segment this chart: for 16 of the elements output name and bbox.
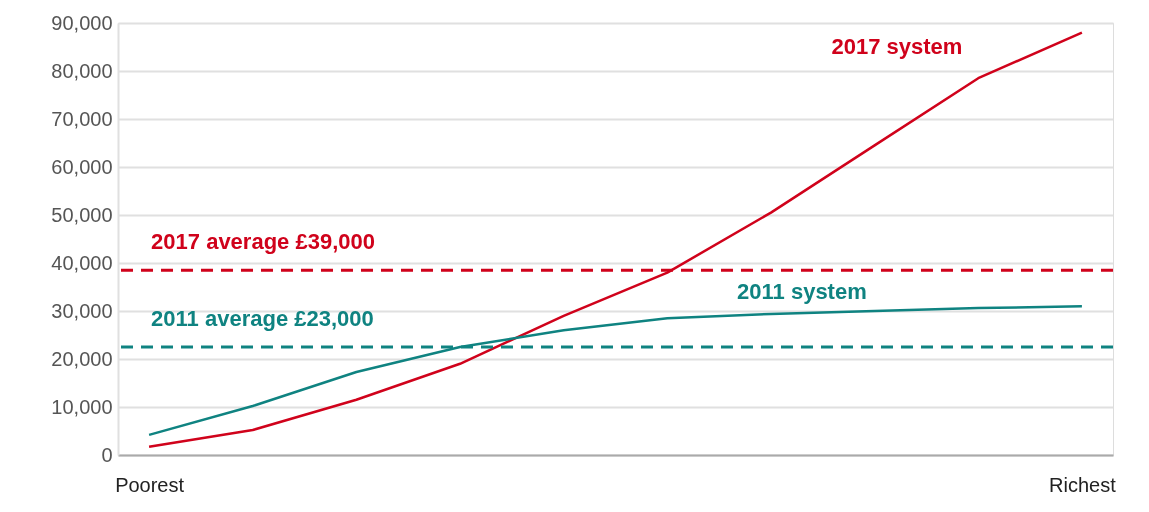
ref-line-label: 2011 average £23,000 (151, 306, 374, 331)
y-tick-label: 80,000 (51, 59, 113, 82)
y-tick-label: 10,000 (51, 395, 113, 418)
y-tick-label: 70,000 (51, 107, 113, 130)
series-label: 2017 system (831, 33, 963, 59)
ref-line-label: 2017 average £39,000 (151, 229, 375, 255)
y-tick-label: 0 (101, 443, 113, 466)
y-tick-label: 50,000 (51, 203, 113, 226)
x-tick-label: Richest (1049, 473, 1117, 496)
y-tick-label: 90,000 (51, 11, 113, 34)
x-tick-label: Poorest (115, 473, 185, 496)
y-tick-label: 60,000 (51, 155, 113, 178)
y-tick-label: 20,000 (51, 347, 113, 370)
y-tick-label: 40,000 (51, 251, 113, 274)
series-label: 2011 system (737, 279, 867, 305)
y-tick-label: 30,000 (51, 299, 113, 322)
